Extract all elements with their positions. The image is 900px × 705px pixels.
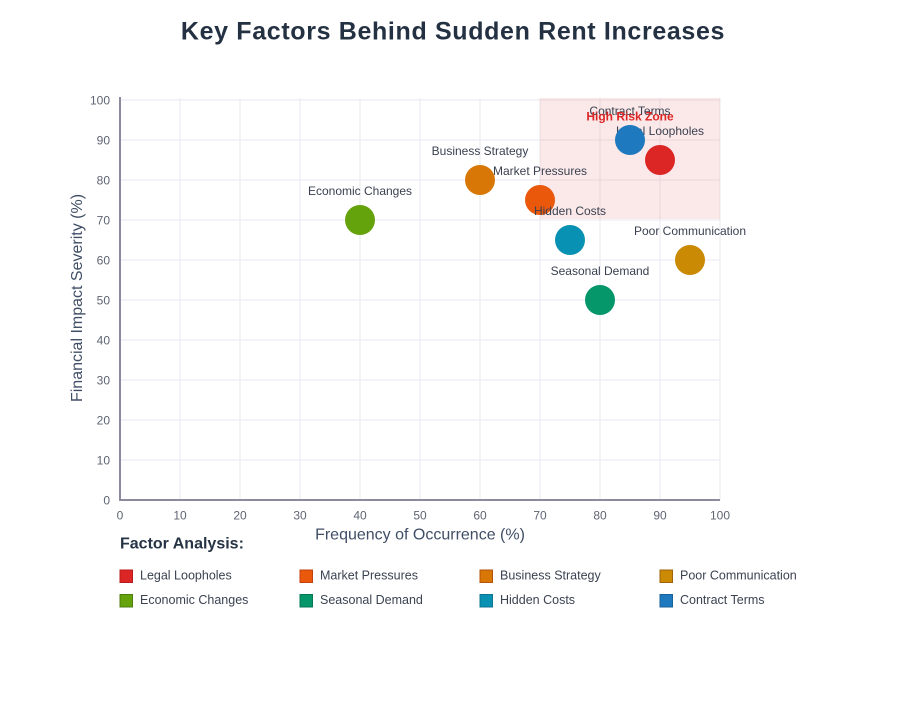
svg-text:10: 10 [173,509,187,523]
svg-text:70: 70 [533,509,547,523]
svg-text:60: 60 [97,253,111,267]
svg-text:Contract Terms: Contract Terms [680,593,765,607]
svg-text:Legal Loopholes: Legal Loopholes [140,569,232,583]
svg-text:100: 100 [90,93,110,107]
svg-text:50: 50 [413,509,427,523]
svg-text:Poor Communication: Poor Communication [680,569,797,583]
svg-text:Hidden Costs: Hidden Costs [534,204,606,218]
svg-text:20: 20 [233,509,247,523]
svg-text:80: 80 [97,173,111,187]
svg-text:Hidden Costs: Hidden Costs [500,593,575,607]
svg-text:40: 40 [353,509,367,523]
svg-text:Seasonal Demand: Seasonal Demand [551,264,650,278]
svg-text:90: 90 [653,509,667,523]
svg-text:Financial Impact Severity (%): Financial Impact Severity (%) [69,194,86,402]
svg-text:100: 100 [710,509,730,523]
svg-text:70: 70 [97,213,111,227]
svg-text:Economic Changes: Economic Changes [140,593,248,607]
svg-text:80: 80 [593,509,607,523]
svg-text:90: 90 [97,133,111,147]
svg-text:Contract Terms: Contract Terms [589,104,670,118]
svg-text:Market Pressures: Market Pressures [493,164,587,178]
svg-text:30: 30 [293,509,307,523]
svg-text:High Risk Zone: High Risk Zone [586,110,674,124]
svg-text:Market Pressures: Market Pressures [320,569,418,583]
svg-text:Factor Analysis:: Factor Analysis: [120,536,244,553]
svg-text:50: 50 [97,293,111,307]
svg-text:Seasonal Demand: Seasonal Demand [320,593,423,607]
svg-text:40: 40 [97,333,111,347]
svg-text:60: 60 [473,509,487,523]
svg-text:Poor Communication: Poor Communication [634,224,746,238]
svg-text:Business Strategy: Business Strategy [500,569,601,583]
svg-text:20: 20 [97,413,111,427]
svg-text:Business Strategy: Business Strategy [432,144,529,158]
svg-text:30: 30 [97,373,111,387]
svg-text:0: 0 [117,509,124,523]
svg-text:10: 10 [97,453,111,467]
svg-text:0: 0 [103,493,110,507]
svg-text:Frequency of Occurrence (%): Frequency of Occurrence (%) [315,527,525,544]
svg-text:Economic Changes: Economic Changes [308,184,412,198]
svg-text:Key Factors Behind Sudden Rent: Key Factors Behind Sudden Rent Increases [181,18,725,46]
